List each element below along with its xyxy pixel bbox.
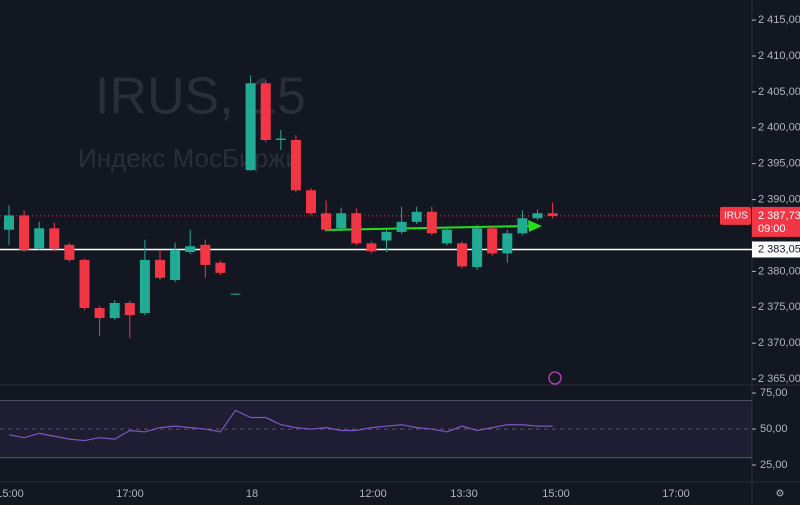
arrow-head bbox=[528, 220, 542, 232]
candle-body bbox=[109, 302, 120, 319]
candle-body bbox=[215, 262, 226, 273]
y-tick-label: 2 375,00 bbox=[758, 301, 800, 313]
candle-body bbox=[547, 213, 558, 217]
candle-body bbox=[441, 229, 452, 244]
candle-body bbox=[426, 211, 437, 234]
countdown: 09:00 bbox=[758, 223, 786, 235]
settings-icon[interactable]: ⚙ bbox=[776, 489, 785, 500]
candle-body bbox=[19, 215, 30, 250]
candle-body bbox=[94, 308, 105, 319]
x-tick-label: 13:30 bbox=[450, 488, 478, 500]
y-tick-label: 2 395,00 bbox=[758, 158, 800, 170]
candle-body bbox=[79, 259, 90, 308]
candle-body bbox=[230, 293, 241, 295]
candle-body bbox=[321, 213, 332, 230]
level-box bbox=[752, 241, 800, 258]
candle-body bbox=[200, 244, 211, 265]
y-tick-label: 2 415,00 bbox=[758, 14, 800, 26]
y-tick-label: 2 390,00 bbox=[758, 193, 800, 205]
candle-body bbox=[457, 243, 467, 267]
watermark-symbol: IRUS, 15 bbox=[95, 68, 306, 126]
candle-body bbox=[124, 302, 135, 316]
x-tick-label: 15:00 bbox=[542, 488, 570, 500]
rsi-line bbox=[8, 409, 553, 442]
y-tick-label: 2 370,00 bbox=[758, 337, 800, 349]
y-tick-label: 2 405,00 bbox=[758, 86, 800, 98]
candle-body bbox=[4, 215, 14, 230]
candle-body bbox=[185, 246, 196, 252]
watermark-description: Индекс МосБиржи bbox=[78, 143, 300, 173]
x-tick-label: 17:00 bbox=[116, 488, 144, 500]
candle-body bbox=[532, 213, 543, 219]
candle-body bbox=[260, 83, 271, 140]
candle-body bbox=[275, 138, 286, 140]
y-tick-label: 2 410,00 bbox=[758, 50, 800, 62]
candle-body bbox=[351, 213, 362, 244]
last-price-label: 2 387,73 bbox=[758, 210, 800, 222]
candle-body bbox=[381, 231, 392, 241]
candle-body bbox=[336, 213, 347, 229]
event-icon[interactable] bbox=[548, 371, 562, 385]
candle-body bbox=[306, 190, 316, 214]
candle-body bbox=[64, 244, 75, 260]
candle-body bbox=[472, 228, 483, 268]
symbol-tag: IRUS bbox=[724, 211, 748, 222]
rsi-tick-label: 75,00 bbox=[760, 387, 788, 399]
candle-body bbox=[245, 83, 256, 171]
candle-body bbox=[139, 259, 150, 314]
candle-body bbox=[517, 218, 528, 234]
candle-body bbox=[396, 221, 407, 232]
rsi-tick-label: 25,00 bbox=[760, 459, 788, 471]
symbol-tag-bg bbox=[720, 206, 751, 225]
candle-body bbox=[411, 211, 422, 222]
candle-body bbox=[49, 228, 60, 249]
y-tick-label: 2 365,00 bbox=[758, 373, 800, 385]
x-tick-label: 18 bbox=[246, 488, 258, 500]
y-tick-label: 2 380,00 bbox=[758, 265, 800, 277]
last-price-box bbox=[752, 206, 800, 237]
candle-body bbox=[366, 243, 377, 252]
candle-body bbox=[502, 233, 513, 254]
rsi-tick-label: 50,00 bbox=[760, 423, 788, 435]
y-tick-label: 2 400,00 bbox=[758, 122, 800, 134]
x-tick-label: 15:00 bbox=[0, 488, 24, 500]
x-tick-label: 12:00 bbox=[359, 488, 387, 500]
candle-body bbox=[487, 228, 498, 254]
candle-body bbox=[290, 140, 301, 191]
candle-body bbox=[34, 228, 45, 249]
candle-body bbox=[155, 259, 165, 278]
level-label: 2 383,05 bbox=[758, 243, 800, 255]
x-tick-label: 17:00 bbox=[662, 488, 690, 500]
candle-body bbox=[170, 249, 181, 280]
